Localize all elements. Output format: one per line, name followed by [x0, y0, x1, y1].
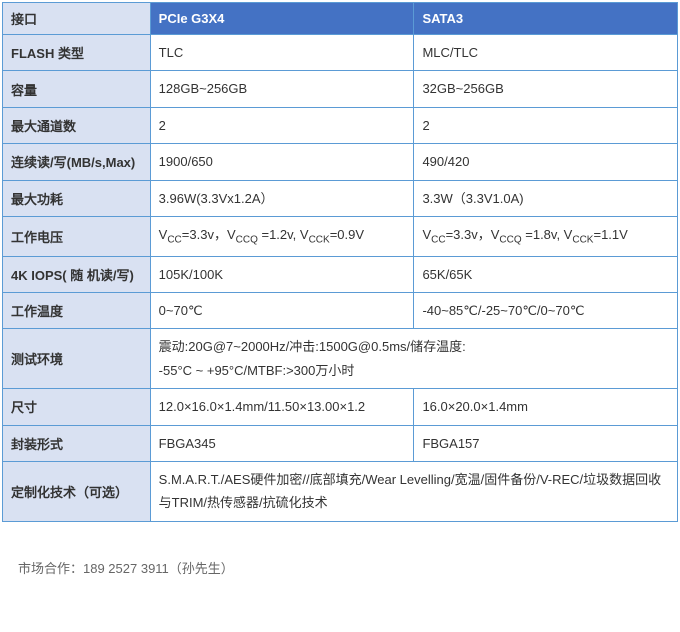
row-label: 定制化技术（可选）: [3, 461, 151, 521]
cell-sata: 16.0×20.0×1.4mm: [414, 389, 678, 425]
row-label: 工作电压: [3, 216, 151, 256]
cell-sata: 490/420: [414, 144, 678, 180]
cell-pcie: FBGA345: [150, 425, 414, 461]
table-row: 工作温度0~70℃-40~85℃/-25~70℃/0~70℃: [3, 292, 678, 328]
header-pcie: PCIe G3X4: [150, 3, 414, 35]
row-label: 4K IOPS( 随 机读/写): [3, 256, 151, 292]
table-row: 测试环境震动:20G@7~2000Hz/冲击:1500G@0.5ms/储存温度:…: [3, 329, 678, 389]
table-row: 最大功耗3.96W(3.3Vx1.2A）3.3W（3.3V1.0A): [3, 180, 678, 216]
row-label: 连续读/写(MB/s,Max): [3, 144, 151, 180]
cell-sata: -40~85℃/-25~70℃/0~70℃: [414, 292, 678, 328]
spec-table: 接口 PCIe G3X4 SATA3 FLASH 类型TLCMLC/TLC容量1…: [2, 2, 678, 522]
table-row: FLASH 类型TLCMLC/TLC: [3, 35, 678, 71]
cell-pcie: 2: [150, 107, 414, 143]
table-row: 定制化技术（可选）S.M.A.R.T./AES硬件加密//底部填充/Wear L…: [3, 461, 678, 521]
table-row: 尺寸12.0×16.0×1.4mm/11.50×13.00×1.216.0×20…: [3, 389, 678, 425]
cell-sata: MLC/TLC: [414, 35, 678, 71]
cell-pcie: 105K/100K: [150, 256, 414, 292]
cell-pcie: VCC=3.3v，VCCQ =1.2v, VCCK=0.9V: [150, 216, 414, 256]
merged-cell: S.M.A.R.T./AES硬件加密//底部填充/Wear Levelling/…: [150, 461, 677, 521]
cell-sata: 65K/65K: [414, 256, 678, 292]
header-row: 接口 PCIe G3X4 SATA3: [3, 3, 678, 35]
row-label: 封装形式: [3, 425, 151, 461]
table-row: 封装形式FBGA345FBGA157: [3, 425, 678, 461]
cell-pcie: TLC: [150, 35, 414, 71]
footer-contact: 市场合作：189 2527 3911（孙先生）: [18, 558, 680, 577]
table-row: 工作电压VCC=3.3v，VCCQ =1.2v, VCCK=0.9VVCC=3.…: [3, 216, 678, 256]
cell-sata: 2: [414, 107, 678, 143]
table-row: 容量128GB~256GB32GB~256GB: [3, 71, 678, 107]
table-body: FLASH 类型TLCMLC/TLC容量128GB~256GB32GB~256G…: [3, 35, 678, 522]
cell-sata: VCC=3.3v，VCCQ =1.8v, VCCK=1.1V: [414, 216, 678, 256]
row-label: 最大通道数: [3, 107, 151, 143]
table-row: 最大通道数22: [3, 107, 678, 143]
row-label: 工作温度: [3, 292, 151, 328]
header-sata: SATA3: [414, 3, 678, 35]
row-label: FLASH 类型: [3, 35, 151, 71]
cell-sata: FBGA157: [414, 425, 678, 461]
header-interface: 接口: [3, 3, 151, 35]
cell-pcie: 3.96W(3.3Vx1.2A）: [150, 180, 414, 216]
cell-sata: 32GB~256GB: [414, 71, 678, 107]
row-label: 容量: [3, 71, 151, 107]
merged-cell: 震动:20G@7~2000Hz/冲击:1500G@0.5ms/储存温度: -55…: [150, 329, 677, 389]
table-row: 4K IOPS( 随 机读/写)105K/100K65K/65K: [3, 256, 678, 292]
cell-sata: 3.3W（3.3V1.0A): [414, 180, 678, 216]
row-label: 测试环境: [3, 329, 151, 389]
cell-pcie: 128GB~256GB: [150, 71, 414, 107]
table-row: 连续读/写(MB/s,Max)1900/650490/420: [3, 144, 678, 180]
row-label: 尺寸: [3, 389, 151, 425]
cell-pcie: 1900/650: [150, 144, 414, 180]
cell-pcie: 0~70℃: [150, 292, 414, 328]
cell-pcie: 12.0×16.0×1.4mm/11.50×13.00×1.2: [150, 389, 414, 425]
row-label: 最大功耗: [3, 180, 151, 216]
